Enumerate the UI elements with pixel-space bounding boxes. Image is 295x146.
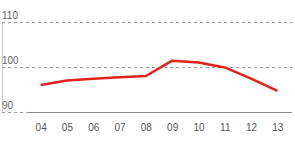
grid-line xyxy=(2,112,292,113)
x-tick: 11 xyxy=(220,112,231,133)
y-tick-label: 100 xyxy=(2,55,19,66)
x-tick: 13 xyxy=(272,112,284,133)
chart: 90 100 110 04 05 06 07 08 09 10 11 12 13 xyxy=(0,0,295,146)
y-tick-label: 110 xyxy=(2,10,18,21)
x-tick-label: 11 xyxy=(220,122,231,133)
grid-line xyxy=(2,22,292,23)
x-tick: 04 xyxy=(36,112,48,133)
line xyxy=(41,61,278,91)
x-axis: 04 05 06 07 08 09 10 11 12 13 xyxy=(29,112,291,133)
grid-line xyxy=(2,67,292,68)
y-tick: 90 xyxy=(2,100,292,113)
x-tick-label: 07 xyxy=(114,122,126,133)
y-tick: 100 xyxy=(2,55,292,68)
x-tick: 06 xyxy=(88,112,100,133)
x-tick-label: 08 xyxy=(141,122,153,133)
x-tick: 12 xyxy=(246,112,258,133)
x-tick-label: 10 xyxy=(193,122,205,133)
x-tick-label: 06 xyxy=(88,122,100,133)
x-tick: 08 xyxy=(141,112,153,133)
x-tick: 07 xyxy=(114,112,126,133)
x-tick-label: 09 xyxy=(167,122,179,133)
x-tick-label: 05 xyxy=(62,122,74,133)
y-tick-label: 90 xyxy=(2,100,14,111)
x-tick-label: 12 xyxy=(246,122,258,133)
x-tick-label: 13 xyxy=(272,122,284,133)
y-axis: 90 100 110 xyxy=(2,10,292,113)
y-tick: 110 xyxy=(2,10,292,23)
x-axis-line xyxy=(29,112,291,113)
x-tick: 10 xyxy=(193,112,205,133)
plot-area xyxy=(41,61,278,91)
x-tick-label: 04 xyxy=(36,122,48,133)
x-tick: 09 xyxy=(167,112,179,133)
x-tick: 05 xyxy=(62,112,74,133)
